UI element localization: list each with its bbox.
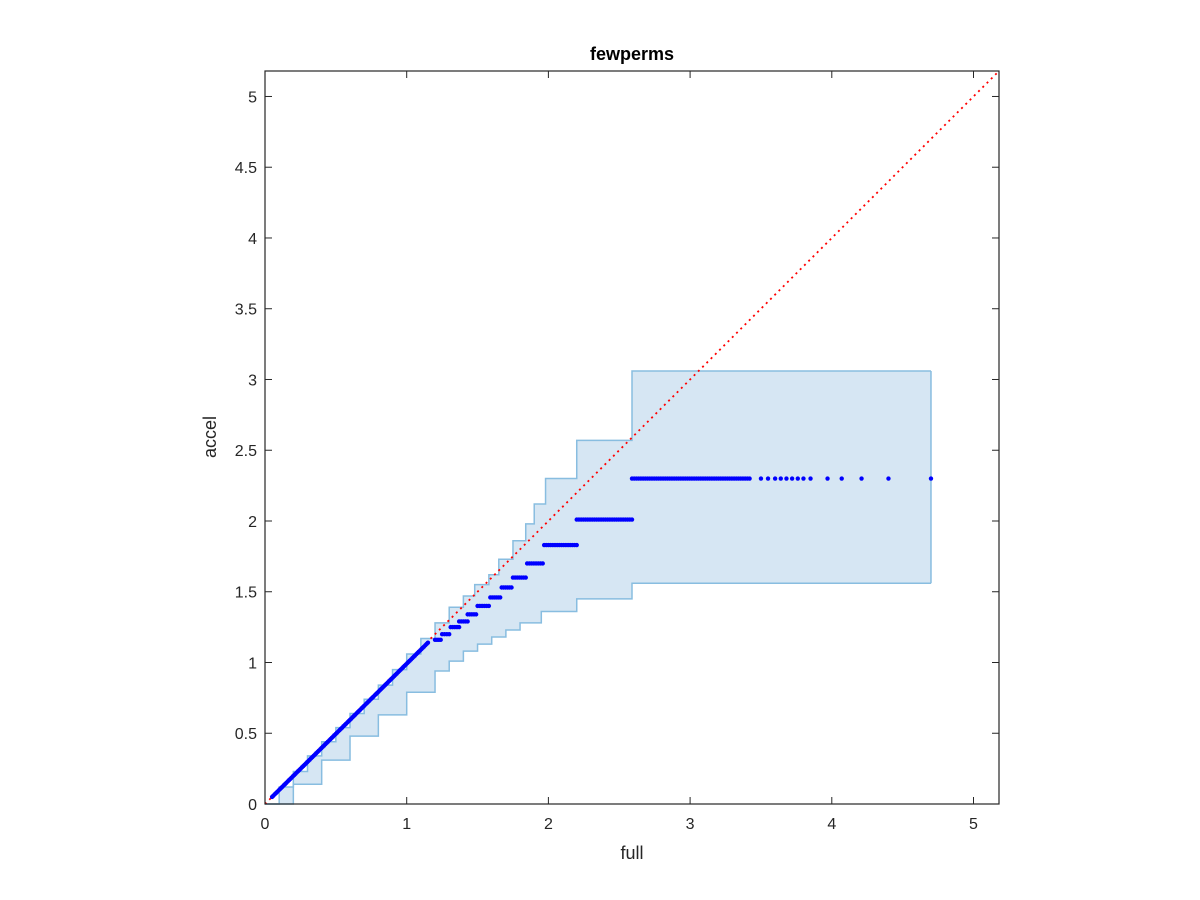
x-tick-label: 3 (686, 816, 695, 833)
y-tick-label: 1 (248, 655, 257, 672)
reference-line (264, 70, 1000, 805)
y-tick-label: 1.5 (235, 585, 257, 602)
data-point (447, 631, 452, 637)
data-point (859, 476, 864, 481)
x-tick-label: 4 (827, 816, 836, 833)
data-point (801, 476, 806, 481)
data-point (795, 476, 800, 481)
data-point (523, 575, 528, 580)
y-axis-ticks: 0 0.5 1 1.5 2 2.5 3 3.5 4 4.5 5 (235, 89, 999, 814)
data-point (789, 476, 795, 481)
x-tick-label: 2 (544, 816, 553, 833)
data-point (758, 476, 764, 481)
data-points (269, 476, 934, 800)
x-tick-label: 1 (402, 816, 411, 833)
data-point (784, 476, 789, 481)
band-lower-edge (265, 582, 931, 805)
data-point (540, 561, 545, 566)
data-point (825, 476, 830, 481)
data-point (839, 476, 844, 481)
x-tick-label: 0 (261, 816, 270, 833)
data-point (747, 476, 752, 481)
axes-box (264, 70, 1000, 805)
reference-line-layer (264, 70, 1000, 805)
data-point (465, 619, 470, 624)
y-tick-label: 0.5 (235, 726, 257, 743)
data-point (778, 476, 783, 481)
confidence-band (265, 370, 932, 805)
y-tick-label: 2 (248, 514, 257, 531)
data-point (456, 624, 462, 630)
y-tick-label: 0 (248, 797, 257, 814)
data-point (473, 612, 479, 617)
data-point (486, 603, 492, 609)
data-point (574, 542, 579, 548)
data-point (425, 640, 431, 645)
x-tick-label: 5 (969, 816, 978, 833)
x-axis-label: full (620, 843, 643, 863)
data-point (509, 585, 514, 590)
y-tick-label: 4 (248, 231, 257, 248)
data-point (629, 517, 635, 522)
band-upper-edge (265, 370, 931, 805)
data-point (886, 476, 891, 481)
axes-frame (264, 70, 1000, 805)
data-point (498, 595, 503, 600)
y-tick-label: 3 (248, 372, 257, 389)
data-point (438, 637, 443, 643)
chart-title: fewperms (590, 44, 674, 64)
y-tick-label: 3.5 (235, 302, 257, 319)
y-axis-label: accel (200, 416, 220, 458)
y-tick-label: 4.5 (235, 160, 257, 177)
data-point (808, 476, 813, 481)
data-point (928, 476, 934, 481)
data-point (765, 476, 771, 481)
data-point (772, 476, 778, 481)
x-axis-ticks: 0 1 2 3 4 5 (261, 71, 978, 833)
band-fill (265, 370, 931, 804)
y-tick-label: 2.5 (235, 443, 257, 460)
y-tick-label: 5 (248, 89, 257, 106)
